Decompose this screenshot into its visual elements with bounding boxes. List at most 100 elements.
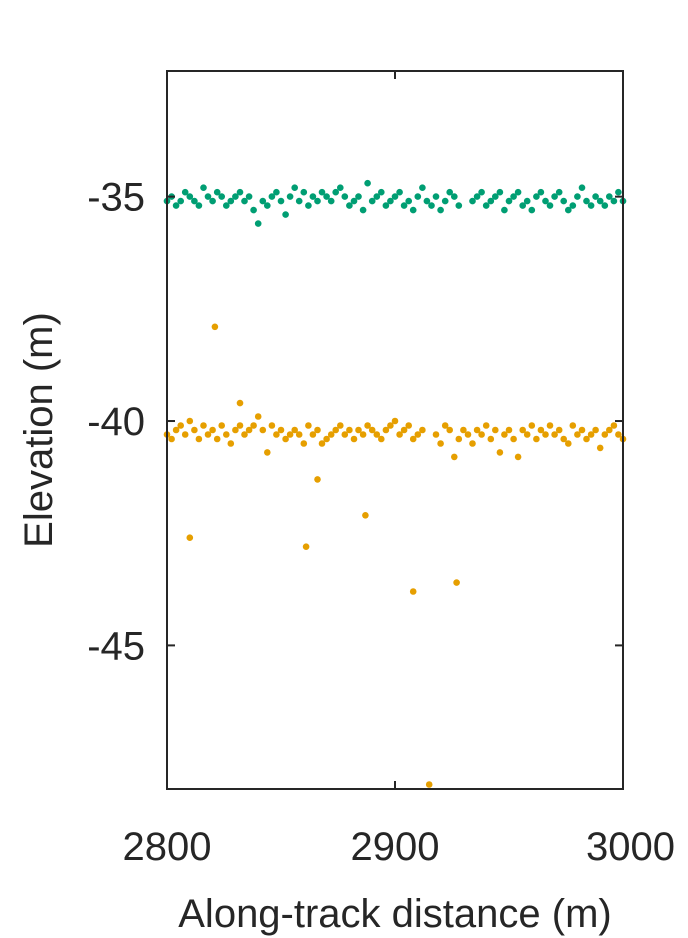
series-1-point	[209, 197, 216, 205]
series-2-point	[209, 426, 216, 434]
series-1-point	[227, 197, 235, 205]
series-1-point	[606, 193, 613, 200]
series-1-point	[309, 193, 317, 200]
series-2-point	[396, 431, 403, 438]
series-1-point	[378, 188, 385, 196]
series-2-point	[496, 449, 504, 456]
series-2-point	[314, 476, 321, 483]
series-2-point	[587, 431, 595, 438]
series-1-point	[318, 188, 326, 196]
series-2-point	[213, 435, 221, 443]
series-2-point	[482, 422, 490, 429]
series-2-point	[551, 431, 558, 438]
series-1-point	[277, 197, 285, 205]
series-1-point	[323, 193, 330, 200]
series-1-point	[533, 193, 540, 200]
series-2-point	[560, 435, 567, 443]
series-1-point	[514, 188, 522, 196]
series-2-point	[355, 426, 362, 434]
series-2-point	[514, 453, 522, 461]
series-2-point	[419, 426, 426, 434]
series-2-point	[236, 399, 244, 407]
series-1-point	[451, 193, 458, 200]
series-1-point	[610, 197, 618, 205]
series-1-point	[587, 202, 595, 209]
series-2-point	[282, 435, 289, 443]
series-1-point	[236, 188, 244, 196]
series-2-point	[200, 422, 207, 429]
series-2-point	[373, 431, 381, 438]
series-2-point	[350, 435, 358, 443]
series-2-point	[574, 431, 581, 438]
series-1-point	[574, 193, 581, 200]
series-2-point	[286, 431, 294, 438]
series-2-point	[487, 435, 495, 443]
series-1-point	[455, 202, 463, 209]
series-1-point	[505, 197, 513, 205]
x-tick-label-2800: 2800	[123, 825, 212, 869]
series-2-point	[273, 431, 280, 438]
series-1-point	[355, 193, 362, 200]
series-1-point	[195, 202, 203, 209]
series-1-point	[259, 197, 267, 205]
series-2-point	[264, 449, 271, 456]
series-2-point	[400, 426, 408, 434]
series-2-point	[510, 435, 517, 443]
series-2-point	[414, 431, 422, 438]
series-1-point	[537, 188, 545, 196]
series-1-point	[295, 197, 303, 205]
series-2-point	[232, 426, 239, 434]
series-2-point	[186, 534, 194, 541]
y-tick-label--40: -40	[87, 400, 145, 444]
series-1-point	[181, 188, 189, 196]
series-2-point	[555, 426, 563, 434]
series-2-point	[268, 422, 276, 429]
series-1-point	[565, 206, 572, 214]
series-1-point	[560, 197, 567, 205]
series-1-point	[428, 202, 435, 209]
series-1-point	[373, 193, 381, 200]
series-2-point	[569, 422, 577, 429]
series-2-point	[341, 431, 349, 438]
series-2-point	[300, 440, 308, 447]
series-2-point	[177, 422, 184, 429]
series-2-point	[409, 588, 417, 595]
series-1-point	[186, 193, 194, 200]
series-2-point	[592, 426, 599, 434]
series-2-point	[172, 426, 180, 434]
series-1-point	[409, 206, 417, 214]
series-1-point	[446, 188, 454, 196]
series-1-point	[177, 197, 184, 205]
series-2-point	[501, 431, 508, 438]
series-1-point	[478, 188, 485, 196]
series-1-point	[300, 188, 308, 196]
series-2-point	[241, 431, 248, 438]
series-1-point	[232, 193, 239, 200]
series-2-point	[314, 426, 321, 434]
series-2-point	[364, 422, 371, 429]
series-1-point	[583, 197, 590, 205]
series-1-point	[350, 197, 358, 205]
series-1-point	[551, 193, 558, 200]
series-2-point	[492, 426, 499, 434]
series-1-point	[437, 206, 444, 214]
series-1-point	[473, 193, 481, 200]
series-2-point	[425, 781, 433, 788]
series-1-point	[368, 197, 376, 205]
series-1-point	[305, 202, 312, 209]
series-2-point	[519, 426, 526, 434]
series-2-point	[323, 435, 330, 443]
series-2-point	[327, 431, 335, 438]
series-2-point	[382, 426, 390, 434]
y-tick-label--35: -35	[87, 176, 145, 220]
y-axis-label: Elevation (m)	[17, 312, 61, 548]
series-2-point	[191, 426, 198, 434]
series-2-point	[583, 435, 590, 443]
series-1-point	[528, 206, 536, 214]
series-1-point	[213, 188, 221, 196]
series-1-point	[250, 206, 257, 214]
axis-ticks: 2800 2900 3000 -35 -40 -45	[87, 71, 675, 869]
series-2-point	[346, 426, 353, 434]
series-1-point	[596, 197, 604, 205]
series-1-point	[245, 193, 253, 200]
